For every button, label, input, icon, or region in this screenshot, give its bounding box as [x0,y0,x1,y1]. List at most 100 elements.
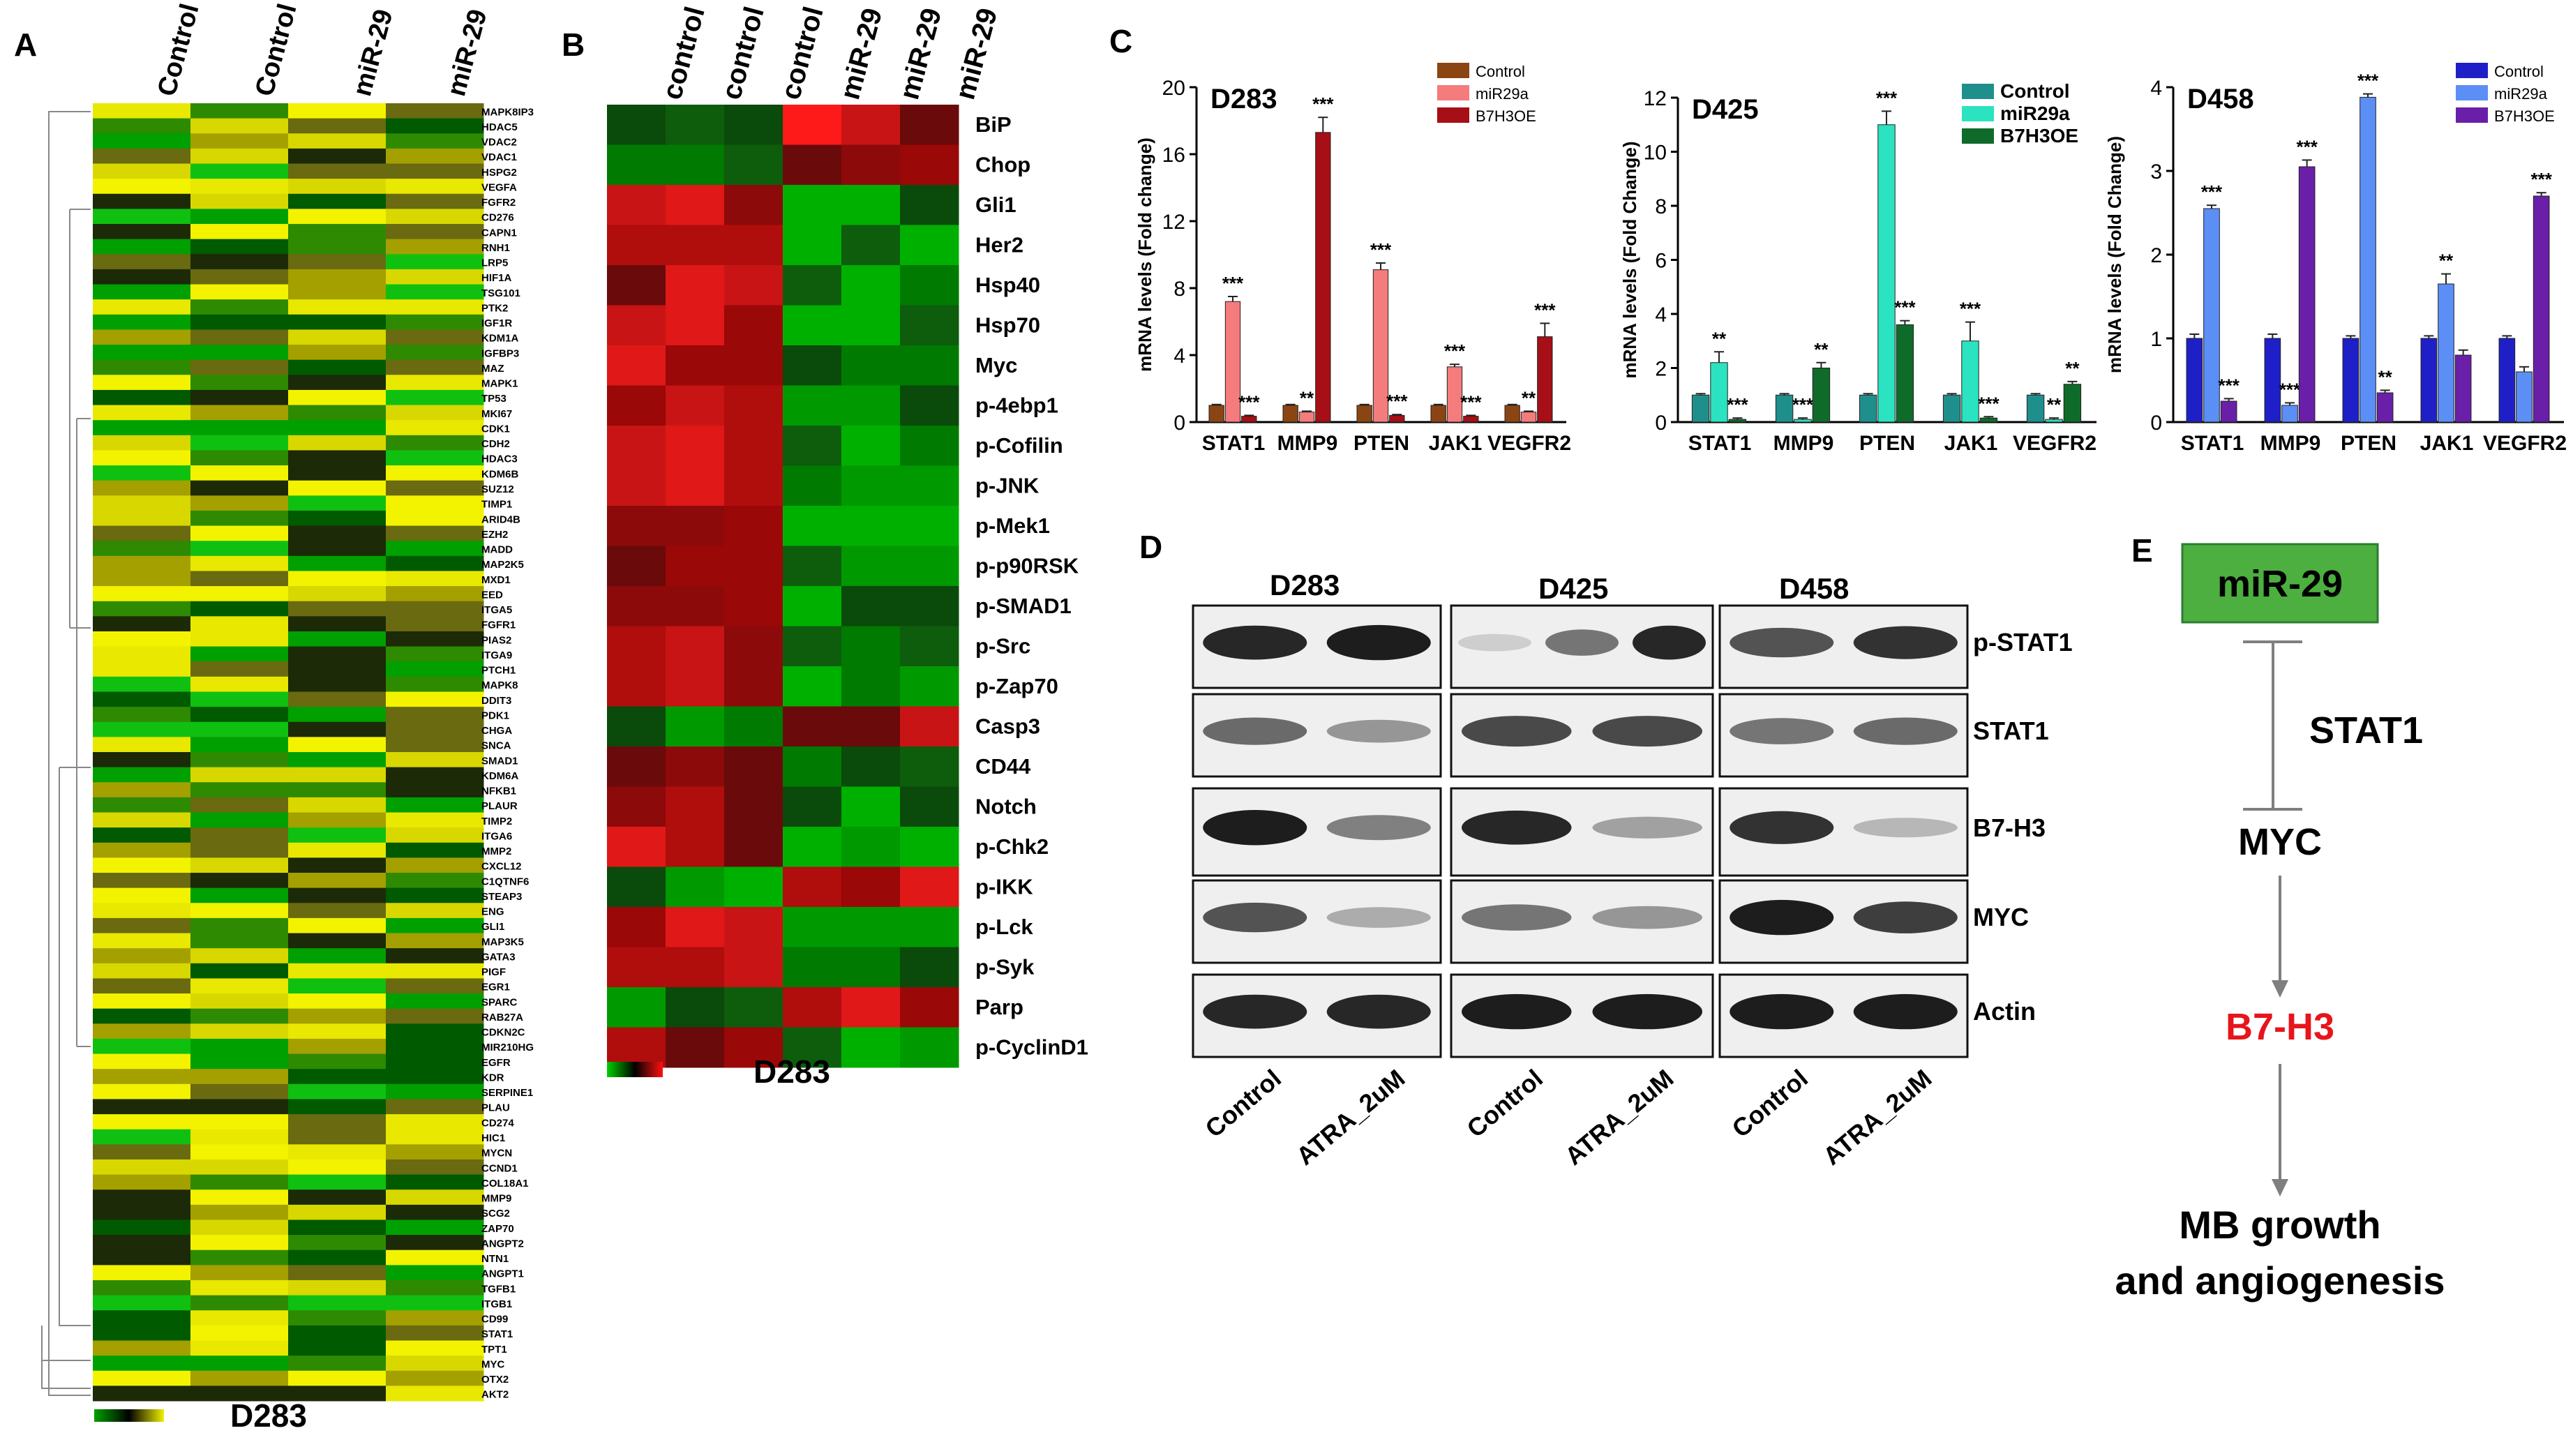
heatmap-a-cell [386,978,484,994]
heatmap-b-cell [666,1027,725,1068]
heatmap-a-cell [386,676,484,692]
heatmap-b-cell [607,265,666,306]
heatmap-a-cell [386,525,484,541]
heatmap-a-cell [386,1174,484,1190]
heatmap-a-cell [386,903,484,919]
heatmap-a-cell [190,767,289,783]
heatmap-a-cell [93,555,191,571]
heatmap-a-gene-label: SMAD1 [481,755,518,767]
heatmap-a-cell [288,616,387,632]
heatmap-b-col-label: control [657,3,711,103]
heatmap-a-cell [190,133,289,149]
y-tick-label: 4 [1655,303,1667,327]
heatmap-b-cell [841,385,901,426]
heatmap-b-cell [724,546,783,587]
heatmap-b-row-labels: BiP Chop Gli1 Her2 Hsp40 Hsp70 Myc p-4ebp1 p-Cof… [975,112,1088,1059]
heatmap-b-cell [666,265,725,306]
heatmap-a-cell [386,857,484,873]
heatmap-a-cell [93,1370,191,1386]
blot-band [1326,815,1431,841]
x-tick-label: VEGFR2 [1487,432,1571,455]
heatmap-b-cell [783,626,842,667]
heatmap-a-cell [386,1083,484,1099]
bar [1775,394,1794,423]
heatmap-a-cell [386,299,484,315]
heatmap-a-cell [288,1265,387,1281]
heatmap-a-cell [190,857,289,873]
heatmap-a-cell [93,510,191,527]
significance-label: *** [1534,299,1556,320]
legend-label: B7H3OE [1476,107,1536,125]
blot-band [1203,717,1307,745]
heatmap-a-cell [386,420,484,436]
heatmap-a-cell [288,887,387,903]
heatmap-b-cell [607,185,666,225]
heatmap-a-cell [190,646,289,662]
heatmap-b-cell [666,506,725,546]
bar [1728,419,1747,423]
heatmap-a-cell [288,782,387,798]
heatmap-a-cell [386,1325,484,1341]
heatmap-a-cell [190,405,289,421]
x-tick-label: VEGFR2 [2013,432,2096,455]
heatmap-a-cell [93,1249,191,1266]
heatmap-a-cell [288,1023,387,1040]
blot-lane-label: ATRA_2uM [1559,1064,1679,1171]
heatmap-b-cell [783,465,842,506]
heatmap-a-cell [190,284,289,300]
heatmap-a-gene-label: MAP2K5 [481,559,524,571]
heatmap-a-gene-label: EGR1 [481,982,510,993]
bar [1430,405,1446,423]
heatmap-b-cell [841,105,901,145]
heatmap-b-cell [724,586,783,626]
heatmap-b-cell [841,827,901,867]
heatmap-a-cell [386,601,484,617]
heatmap-a-cell [190,691,289,707]
x-tick-label: JAK1 [2420,432,2474,455]
significance-label: *** [1978,393,2000,414]
heatmap-b-cell [900,947,959,988]
heatmap-a-cell [386,842,484,858]
heatmap-a-cell [288,1008,387,1024]
heatmap-a-gene-label: NTN1 [481,1253,509,1265]
heatmap-a-gene-label: RNH1 [481,242,510,254]
heatmap-a-gene-label: MAZ [481,363,504,375]
heatmap-a-gene-label: ITGA6 [481,830,512,842]
heatmap-a-gene-label: TP53 [481,393,507,405]
heatmap-a-cell [288,555,387,571]
heatmap-b-colorbar [607,1062,663,1077]
heatmap-a-cell [288,1099,387,1115]
heatmap-a-cell [93,299,191,315]
heatmap-b-cell [783,866,842,908]
heatmap-a-cell [93,586,191,602]
blot-protein-labels: p-STAT1 STAT1 B7-H3 MYC Actin [1973,628,2073,1026]
mir29-node: miR-29 [2217,563,2343,605]
heatmap-b-row-label: p-p90RSK [975,554,1079,578]
heatmap-a-cell [93,676,191,692]
heatmap-a-cell [288,405,387,421]
heatmap-b-cell [666,827,725,867]
heatmap-a-cell [288,389,387,406]
y-tick-label: 12 [1644,87,1667,110]
bar [1859,394,1877,423]
blot-band [1203,810,1307,846]
heatmap-a-cell [93,541,191,557]
heatmap-a-cell [190,299,289,315]
y-tick-label: 0 [1655,412,1667,435]
heatmap-b-cell [783,706,842,747]
heatmap-b-cell [900,907,959,947]
heatmap-b-cell [783,947,842,988]
chart-title: D458 [2187,84,2254,114]
heatmap-a-cell [288,133,387,149]
heatmap-a-cell [288,1386,387,1402]
heatmap-a-cell [190,1053,289,1070]
x-tick-label: PTEN [1859,432,1915,455]
heatmap-a-cell [190,737,289,753]
heatmap-a-cell [190,193,289,209]
bar [2186,338,2203,423]
heatmap-a-cell [93,1023,191,1040]
bar [2420,338,2438,423]
heatmap-b-cell [841,746,901,787]
bar [1208,405,1224,423]
heatmap-a-cell [386,782,484,798]
